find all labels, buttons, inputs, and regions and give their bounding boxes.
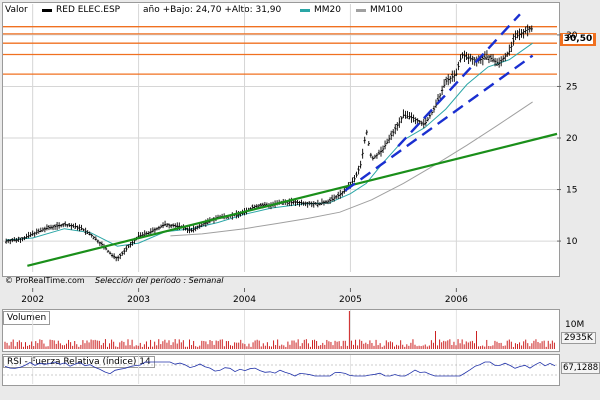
trend-line-channel-lower <box>344 54 534 192</box>
y-tick-label: 25 <box>566 82 577 92</box>
price-panel <box>2 2 560 277</box>
current-price: 30,50 <box>562 34 594 44</box>
copyright: © ProRealTime.com <box>5 276 85 285</box>
legend-valor: Valor <box>5 5 28 15</box>
x-axis-strip <box>2 288 558 306</box>
y-tick-label: 15 <box>566 186 577 196</box>
y-tick-label: 20 <box>566 134 578 144</box>
volume-axis-label: 10M <box>565 320 585 330</box>
y-tick-label: 10 <box>566 237 578 247</box>
legend-mm100: MM100 <box>370 5 403 15</box>
x-tick-label: 2002 <box>21 295 44 305</box>
x-tick-label: 2005 <box>339 295 362 305</box>
legend-mm20: MM20 <box>314 5 341 15</box>
legend-mm20-swatch <box>300 9 310 12</box>
mm100-line <box>170 101 533 237</box>
legend-mm100-swatch <box>356 9 366 12</box>
current-price-tag: 30,50 <box>560 33 596 46</box>
x-tick-label: 2003 <box>127 295 150 305</box>
volume-value: 2935K <box>561 332 596 344</box>
period-note: Selección del período : Semanal <box>95 276 224 285</box>
trend-line-support <box>27 132 558 267</box>
y-tick-label: 30 <box>566 31 578 41</box>
rsi-line <box>4 361 556 377</box>
legend-range: año +Bajo: 24,70 +Alto: 31,90 <box>143 5 282 15</box>
volume-title: Volumen <box>3 311 51 325</box>
trend-line-channel-upper <box>397 13 521 148</box>
x-tick-label: 2006 <box>445 295 468 305</box>
x-tick-label: 2004 <box>233 295 256 305</box>
legend-ticker: RED ELEC.ESP <box>56 5 121 15</box>
legend-ticker-swatch <box>42 9 52 12</box>
mm20-line <box>6 42 533 247</box>
